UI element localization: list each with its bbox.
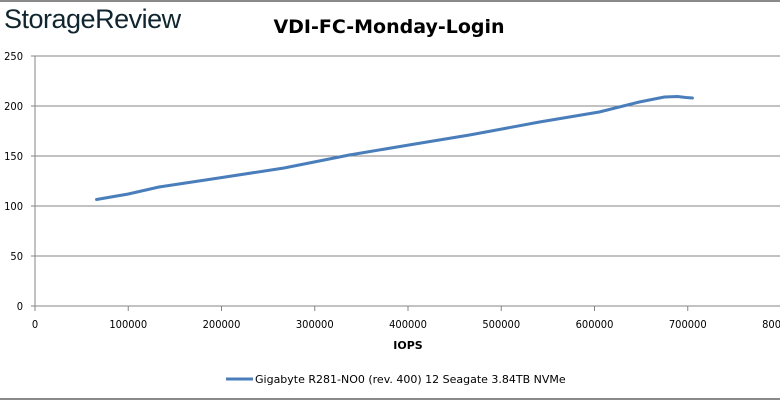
top-border — [0, 0, 780, 2]
x-axis-label: IOPS — [393, 339, 423, 352]
y-tick-label: 200 — [4, 100, 23, 113]
y-tick-label: 150 — [4, 150, 23, 163]
chart-title: VDI-FC-Monday-Login — [273, 16, 504, 38]
legend-label: Gigabyte R281-NO0 (rev. 400) 12 Seagate … — [255, 373, 566, 386]
x-tick-label: 400000 — [389, 318, 427, 331]
x-tick-label: 300000 — [296, 318, 334, 331]
storagereview-logo: StorageReview — [4, 4, 181, 34]
x-tick-label: 600000 — [576, 318, 614, 331]
y-tick-label: 100 — [4, 200, 23, 213]
y-tick-label: 50 — [10, 250, 23, 263]
y-tick-label: 250 — [4, 50, 23, 63]
x-tick-label: 0 — [32, 318, 38, 331]
bottom-border — [0, 398, 780, 400]
x-tick-label: 100000 — [109, 318, 147, 331]
series-line — [95, 95, 694, 201]
x-tick-label: 500000 — [482, 318, 520, 331]
y-tick-label: 0 — [17, 300, 23, 313]
x-tick-label: 800000 — [762, 318, 780, 331]
legend: Gigabyte R281-NO0 (rev. 400) 12 Seagate … — [226, 373, 566, 386]
x-tick-label: 200000 — [203, 318, 241, 331]
x-tick-label: 700000 — [669, 318, 707, 331]
